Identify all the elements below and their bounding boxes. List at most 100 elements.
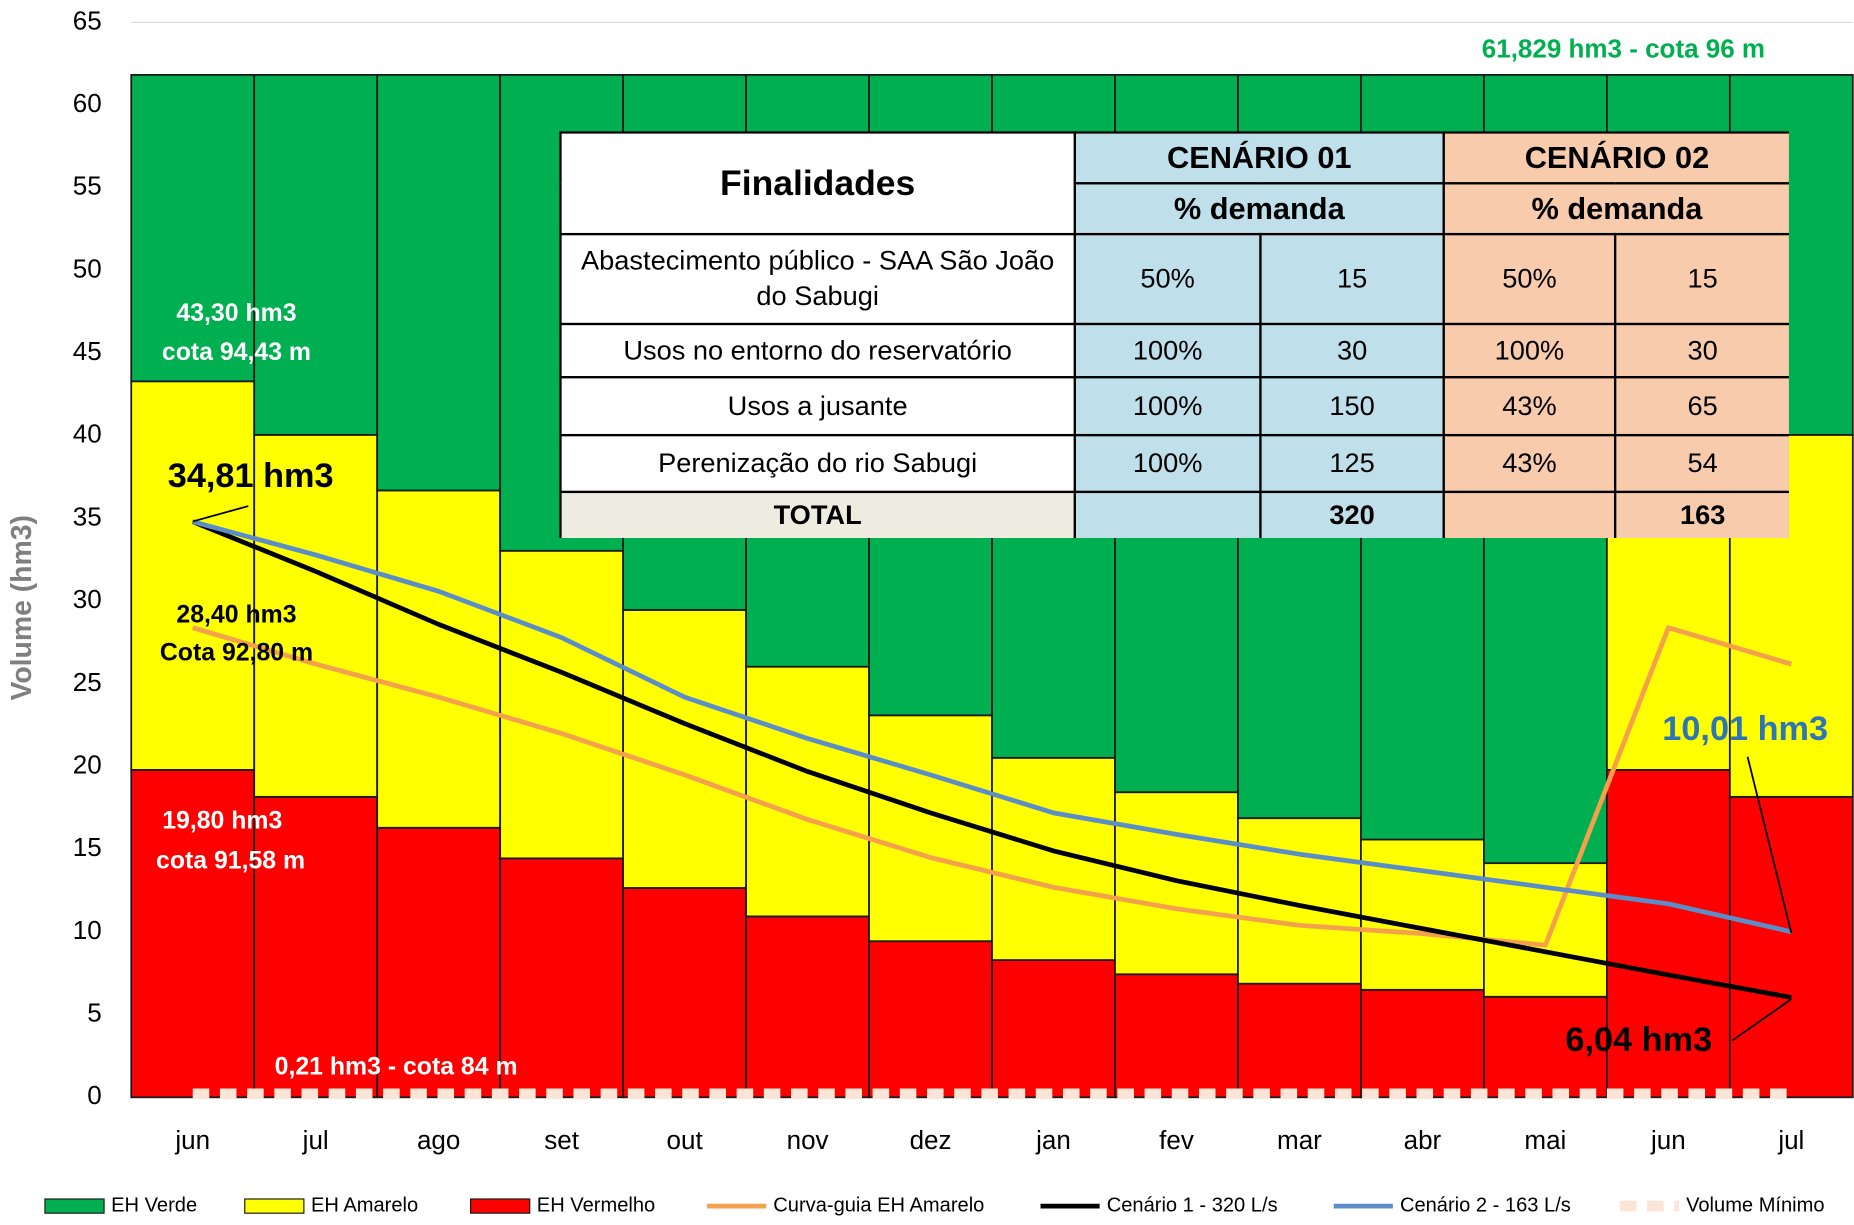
row-label: Usos no entorno do reservatório (559, 322, 1076, 379)
row-label: Abastecimento público - SAA São João do … (559, 232, 1076, 326)
bar-segment (1237, 817, 1362, 985)
cell: 100% (1073, 433, 1262, 494)
table-title: Finalidades (559, 131, 1076, 236)
cell: 30 (1259, 322, 1445, 379)
annotation: 61,829 hm3 - cota 96 m (1482, 34, 1765, 64)
legend-label: Curva-guia EH Amarelo (773, 1194, 984, 1216)
bar-segment (868, 714, 993, 943)
row-label: Perenização do rio Sabugi (559, 433, 1076, 494)
y-tick-label: 55 (73, 171, 102, 201)
x-tick-label: fev (1159, 1125, 1194, 1155)
table-row: Perenização do rio Sabugi 100% 125 43% 54 (559, 433, 1789, 494)
table-wrap: Finalidades CENÁRIO 01 CENÁRIO 02 % dema… (559, 131, 1789, 539)
bar-segment (1360, 988, 1485, 1099)
pointer (1746, 756, 1793, 934)
bar-segment (622, 887, 747, 1099)
y-tick-label: 20 (73, 749, 102, 779)
y-tick-label: 35 (73, 501, 102, 531)
y-tick-label: 0 (87, 1080, 101, 1110)
table-row: Usos a jusante 100% 150 43% 65 (559, 376, 1789, 437)
bar-segment (1114, 973, 1239, 1099)
cell: 65 (1613, 376, 1789, 437)
legend-swatch (44, 1198, 105, 1214)
annotation: Cota 92,80 m (160, 639, 313, 666)
cell: 54 (1613, 433, 1789, 494)
total-label: TOTAL (559, 490, 1076, 539)
cell: 30 (1613, 322, 1789, 379)
bar-segment (499, 549, 625, 860)
line (192, 625, 1793, 948)
annotation: 34,81 hm3 (168, 457, 334, 495)
bar-segment (1483, 995, 1608, 1099)
y-tick-label: 10 (73, 915, 102, 945)
y-axis-title: Volume (hm3) (6, 515, 38, 700)
x-tick-label: nov (787, 1125, 829, 1155)
y-tick-label: 45 (73, 336, 102, 366)
cell: 50% (1073, 232, 1262, 326)
cell: 100% (1442, 322, 1617, 379)
annotation: 28,40 hm3 (176, 602, 296, 629)
table-row: Usos no entorno do reservatório 100% 30 100… (559, 322, 1789, 379)
cell: 100% (1073, 322, 1262, 379)
x-tick-label: jun (1650, 1125, 1686, 1155)
bar-segment (376, 489, 502, 829)
bar-segment (745, 915, 870, 1099)
legend-swatch (470, 1198, 531, 1214)
total-value: 320 (1259, 490, 1445, 539)
bar-segment (868, 940, 993, 1099)
x-tick-label: abr (1404, 1125, 1442, 1155)
cell: 50% (1442, 232, 1617, 326)
bar-segment (1728, 795, 1854, 1099)
bar-segment (499, 857, 625, 1099)
y-tick-label: 15 (73, 832, 102, 862)
bar-segment (376, 826, 502, 1099)
annotation: 6,04 hm3 (1565, 1021, 1712, 1059)
empty-cell (1442, 490, 1617, 539)
y-tick-label: 65 (73, 5, 102, 35)
table-row: Abastecimento público - SAA São João do … (559, 232, 1789, 326)
bar-segment (253, 795, 379, 1099)
x-tick-label: dez (910, 1125, 952, 1155)
cell: 43% (1442, 376, 1617, 437)
legend-label: EH Amarelo (311, 1194, 418, 1216)
x-tick-label: jul (302, 1125, 329, 1155)
y-tick-label: 50 (73, 253, 102, 283)
line (192, 519, 1792, 935)
cell: 100% (1073, 376, 1262, 437)
scenario-unit: % demanda (1442, 182, 1789, 236)
x-tick-label: out (667, 1125, 704, 1155)
bar-segment (1237, 982, 1362, 1099)
cell: 15 (1613, 232, 1789, 326)
legend-label: Cenário 1 - 320 L/s (1107, 1194, 1278, 1216)
cell: 150 (1259, 376, 1445, 437)
line (191, 519, 1792, 1000)
annotation: 19,80 hm3 (162, 807, 282, 834)
bar-segment (376, 73, 502, 492)
y-tick-label: 5 (87, 997, 101, 1027)
legend-label: Cenário 2 - 163 L/s (1400, 1194, 1571, 1216)
annotation: cota 94,43 m (162, 339, 311, 366)
x-tick-label: ago (417, 1125, 460, 1155)
x-tick-label: mar (1277, 1125, 1322, 1155)
y-tick-label: 30 (73, 584, 102, 614)
cell: 125 (1259, 433, 1445, 494)
empty-cell (1073, 490, 1262, 539)
row-label: Usos a jusante (559, 376, 1076, 437)
bar-segment (130, 73, 256, 383)
y-tick-label: 40 (73, 419, 102, 449)
annotation: 10,01 hm3 (1662, 710, 1828, 748)
total-value: 163 (1613, 490, 1789, 539)
bar-segment (745, 665, 870, 918)
x-tick-label: mai (1524, 1125, 1566, 1155)
pointer (192, 505, 249, 523)
annotation: 0,21 hm3 - cota 84 m (275, 1053, 518, 1080)
scenario-name: CENÁRIO 02 (1442, 131, 1789, 185)
x-tick-label: jul (1777, 1125, 1804, 1155)
legend-label: Volume Mínimo (1686, 1194, 1824, 1216)
bar-segment (991, 959, 1116, 1099)
bar-segment (253, 73, 379, 436)
cell: 43% (1442, 433, 1617, 494)
annotation: cota 91,58 m (156, 848, 305, 875)
scenario-unit: % demanda (1073, 182, 1445, 236)
